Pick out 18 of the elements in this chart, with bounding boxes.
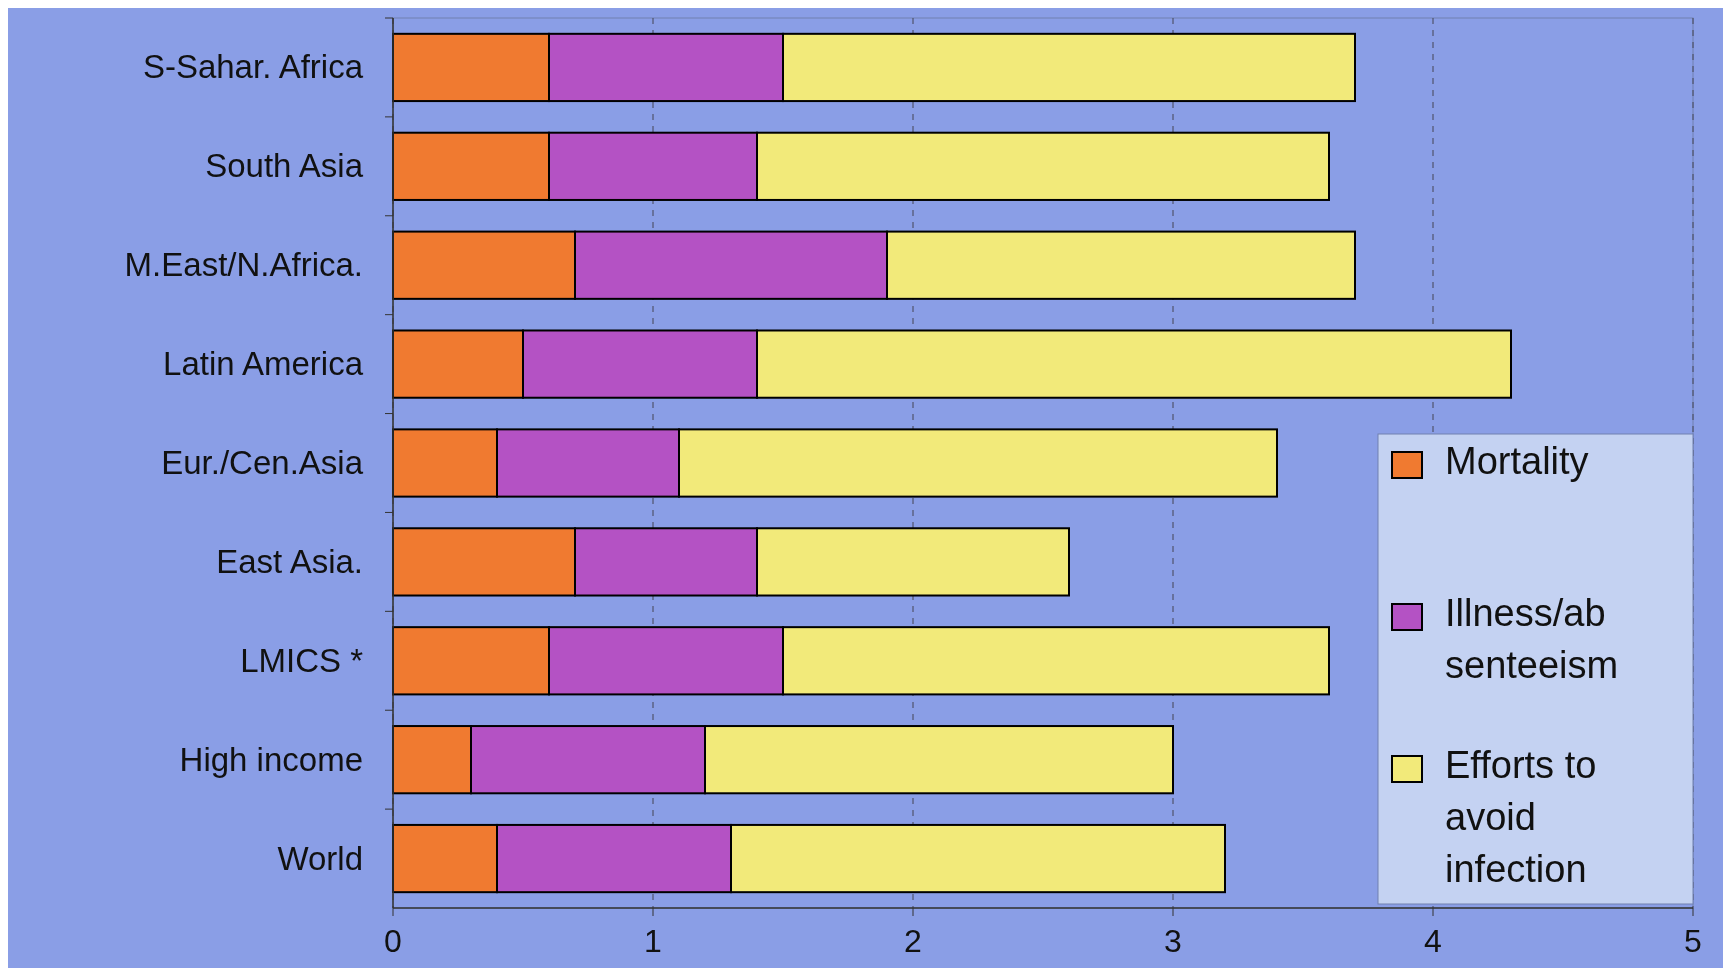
y-tick-label: South Asia: [205, 147, 364, 185]
y-tick-label: World: [277, 839, 363, 877]
legend-label: Efforts to avoid infection: [1445, 744, 1597, 890]
x-tick-label: 0: [384, 923, 402, 959]
y-tick-label: Latin America: [163, 345, 364, 383]
y-tick-label: Eur./Cen.Asia: [161, 444, 364, 481]
y-tick-label: LMICS *: [240, 641, 364, 679]
y-tick-label: East Asia.: [216, 542, 363, 580]
y-tick-label: S-Sahar. Africa: [142, 48, 364, 86]
x-tick-label: 2: [904, 923, 922, 959]
x-tick-label: 1: [644, 923, 662, 959]
y-tick-label: High income: [179, 740, 363, 778]
x-tick-label: 4: [1424, 923, 1442, 959]
legend-label: Mortality: [1445, 440, 1589, 482]
y-tick-label: M.East/N.Africa.: [124, 246, 363, 284]
legend-label: Illness/ab senteeism: [1445, 592, 1619, 686]
x-tick-label: 3: [1164, 923, 1182, 959]
x-tick-label: 5: [1684, 923, 1702, 959]
